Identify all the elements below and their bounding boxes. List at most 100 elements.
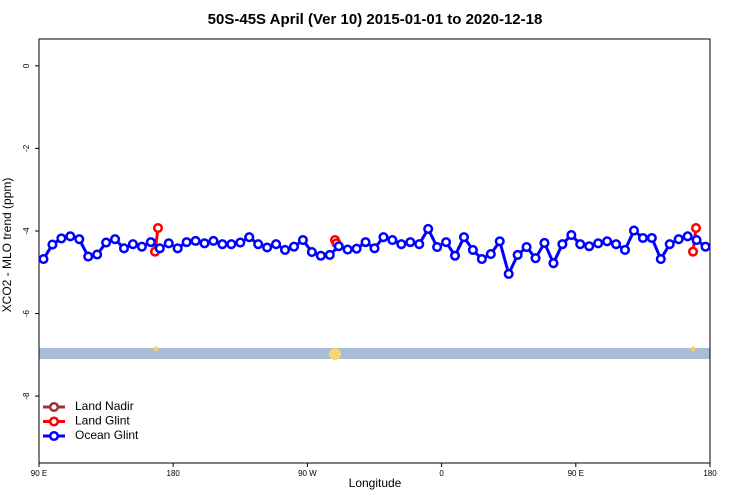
- y-tick-label: -6: [22, 309, 31, 317]
- plot-frame: [38, 38, 711, 464]
- point: [288, 241, 300, 252]
- point: [181, 237, 192, 248]
- point: [56, 233, 67, 244]
- x-tick-label: 90 E: [31, 469, 47, 478]
- point: [655, 254, 666, 265]
- point: [575, 239, 586, 250]
- point: [396, 239, 407, 250]
- point: [521, 242, 532, 253]
- point: [136, 241, 147, 252]
- y-tick-label: -8: [22, 392, 31, 400]
- point: [512, 249, 523, 260]
- point: [664, 239, 675, 250]
- point: [315, 250, 326, 261]
- point: [593, 238, 604, 249]
- point: [646, 232, 657, 244]
- point: [152, 223, 164, 234]
- point: [700, 241, 711, 252]
- point: [217, 239, 228, 250]
- point: [163, 238, 174, 249]
- point: [351, 243, 362, 254]
- point: [271, 239, 282, 250]
- point: [611, 239, 622, 250]
- point: [584, 241, 595, 252]
- coverage-dot: [153, 346, 159, 352]
- y-axis-label: XCO2 - MLO trend (ppm): [0, 178, 14, 313]
- point: [530, 253, 541, 264]
- point: [154, 243, 165, 254]
- chart-title: 50S-45S April (Ver 10) 2015-01-01 to 202…: [208, 11, 543, 28]
- point: [199, 238, 210, 249]
- x-tick-label: 180: [703, 469, 717, 478]
- point: [145, 237, 156, 248]
- point: [324, 249, 335, 260]
- point: [405, 237, 416, 248]
- legend-label: Ocean Glint: [75, 428, 139, 442]
- legend-marker: [48, 430, 60, 442]
- legend-label: Land Glint: [75, 414, 130, 428]
- point: [628, 225, 640, 236]
- point: [687, 246, 699, 257]
- coverage-band: [39, 348, 710, 359]
- point: [235, 237, 246, 248]
- point: [503, 268, 514, 279]
- point: [279, 244, 291, 256]
- coverage-dot: [690, 346, 696, 352]
- point: [690, 223, 702, 234]
- series-segment: [498, 240, 511, 275]
- point: [262, 242, 273, 253]
- point: [208, 235, 219, 246]
- point: [619, 244, 631, 256]
- point: [691, 235, 702, 246]
- point: [74, 234, 85, 245]
- point: [387, 235, 398, 246]
- point: [539, 237, 550, 248]
- point: [253, 239, 264, 250]
- point: [423, 223, 434, 234]
- x-axis-label: Longitude: [349, 476, 402, 490]
- point: [83, 251, 94, 262]
- point: [566, 230, 577, 241]
- point: [65, 231, 76, 242]
- x-tick-label: 180: [167, 469, 181, 478]
- coverage-dot: [329, 348, 341, 360]
- point: [476, 254, 487, 265]
- point: [38, 254, 49, 265]
- point: [297, 235, 308, 246]
- point: [548, 258, 559, 269]
- point: [378, 232, 389, 243]
- point: [458, 232, 470, 243]
- point: [637, 232, 648, 244]
- point: [333, 241, 344, 252]
- y-tick-label: 0: [22, 63, 31, 68]
- point: [414, 239, 425, 250]
- point: [118, 243, 130, 254]
- point: [127, 239, 138, 250]
- point: [494, 236, 505, 247]
- legend-label: Land Nadir: [75, 399, 134, 413]
- x-tick-label: 90 W: [298, 469, 317, 478]
- x-tick-label: 90 E: [568, 469, 584, 478]
- y-tick-label: -2: [22, 144, 31, 152]
- point: [485, 249, 496, 260]
- legend-marker: [48, 416, 60, 427]
- point: [101, 237, 112, 248]
- point: [306, 246, 317, 258]
- point: [190, 235, 201, 246]
- point: [109, 234, 121, 245]
- point: [467, 244, 478, 256]
- point: [172, 243, 183, 254]
- point: [682, 231, 693, 242]
- point: [449, 250, 461, 261]
- point: [673, 234, 684, 245]
- point: [602, 236, 613, 247]
- point: [432, 242, 443, 253]
- point: [244, 232, 255, 243]
- x-tick-label: 0: [439, 469, 444, 478]
- point: [226, 239, 237, 250]
- point: [441, 237, 452, 248]
- point: [557, 239, 568, 250]
- y-tick-label: -4: [22, 227, 31, 235]
- point: [369, 243, 380, 254]
